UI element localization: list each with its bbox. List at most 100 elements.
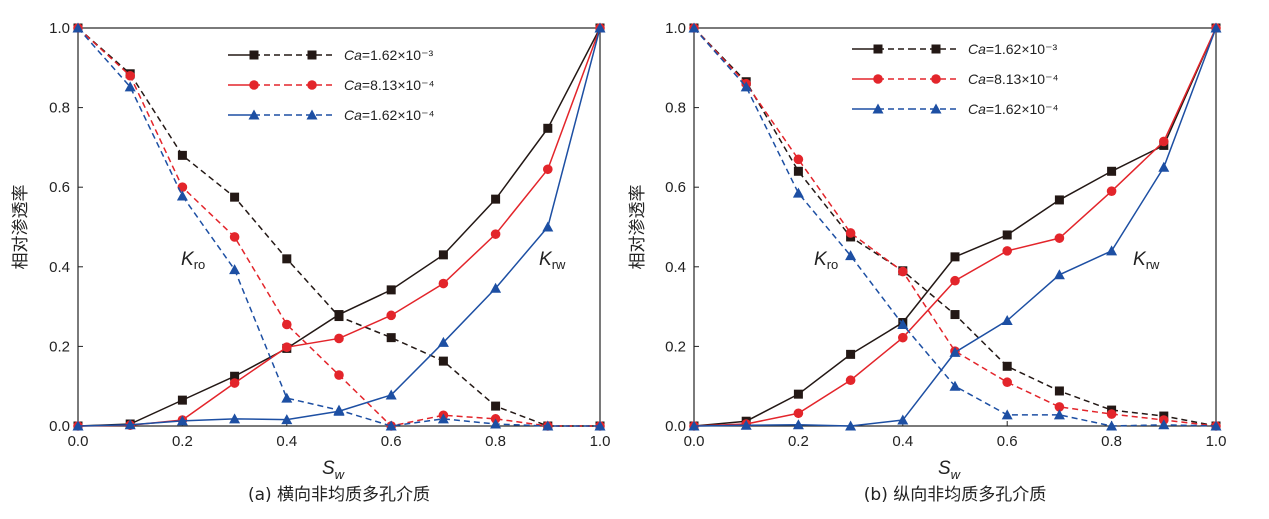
krw-line: [693, 27, 1217, 427]
kro-point: [177, 150, 187, 160]
kro-line: [77, 27, 600, 427]
kro-annotation: Kro: [814, 249, 838, 272]
krw-point: [846, 349, 856, 359]
legend-label: Ca=1.62×10⁻⁴: [344, 107, 434, 123]
krw-point: [385, 389, 397, 400]
kro-point: [1106, 420, 1118, 431]
series-triangle: [688, 22, 1222, 431]
y-tick-label: 1.0: [665, 20, 686, 37]
kro-point: [176, 190, 188, 201]
legend-ca: Ca: [968, 41, 986, 57]
legend-marker: [249, 50, 259, 60]
kro-point: [229, 232, 240, 242]
kro-point: [125, 70, 135, 81]
krw-point: [386, 310, 397, 321]
legend-ca: Ca: [968, 101, 986, 117]
panel-caption: (b) 纵向非均质多孔介质: [864, 485, 1046, 505]
krw-point: [1106, 186, 1117, 196]
krw-point: [438, 250, 448, 260]
legend-marker: [872, 103, 884, 114]
legend-label: Ca=1.62×10⁻³: [344, 47, 433, 63]
x-axis-label-main: S: [322, 458, 335, 479]
krw-point: [1158, 161, 1170, 172]
legend-label: Ca=8.13×10⁻⁴: [344, 77, 434, 93]
krw-annotation: Krw: [539, 249, 566, 272]
krw-point: [1002, 246, 1012, 256]
kro-point: [897, 319, 909, 330]
x-axis-label-main: S: [938, 458, 951, 479]
kro-point: [334, 370, 344, 380]
kro-point: [282, 254, 292, 264]
kro-point: [594, 420, 606, 431]
x-tick-label: 0.0: [684, 433, 705, 450]
krw-annotation-sub: rw: [552, 257, 566, 272]
legend-ca: Ca: [344, 47, 362, 63]
legend-marker: [873, 44, 883, 54]
series-circle: [73, 23, 605, 431]
x-axis-label: Sw: [322, 458, 346, 482]
krw-point: [230, 371, 240, 381]
kro-point: [793, 154, 804, 165]
y-tick-label: 0.4: [49, 259, 70, 276]
x-tick-label: 0.8: [485, 433, 506, 450]
y-tick-label: 0.2: [665, 338, 686, 355]
y-tick-label: 0.0: [49, 418, 70, 435]
kro-annotation-sub: ro: [827, 257, 839, 272]
y-tick-label: 0.4: [665, 259, 686, 276]
x-tick-label: 0.4: [892, 433, 913, 450]
legend-value: =1.62×10⁻³: [362, 47, 434, 63]
legend-marker: [931, 44, 941, 54]
krw-point: [845, 375, 856, 386]
chart-panel-b: 0.0 0.2 0.4 0.6 0.8 1.0 0.0 0.2 0.4 0.6 0.8 1.0 相对渗透…: [628, 20, 1226, 505]
kro-point: [793, 166, 803, 176]
kro-point: [1106, 409, 1117, 419]
kro-point: [792, 187, 804, 198]
legend-value: =8.13×10⁻⁴: [362, 77, 435, 93]
krw-point: [282, 342, 292, 352]
series-circle: [689, 23, 1221, 431]
krw-point: [1054, 195, 1064, 205]
krw-point: [229, 413, 241, 424]
kro-annotation-main: K: [181, 249, 195, 270]
y-tick-label: 0.8: [49, 100, 70, 117]
legend-value: =1.62×10⁻³: [986, 41, 1058, 57]
kro-point: [437, 413, 449, 424]
kro-point: [949, 380, 961, 391]
kro-point: [740, 81, 752, 92]
krw-point: [740, 419, 752, 430]
plot-frame: [693, 27, 1217, 427]
krw-point: [490, 229, 501, 239]
kro-point: [1053, 409, 1065, 420]
krw-point: [490, 282, 502, 293]
y-axis-label: 相对渗透率: [11, 185, 31, 270]
krw-point: [1107, 166, 1117, 176]
krw-point: [281, 414, 293, 425]
krw-annotation: Krw: [1133, 249, 1160, 272]
kro-annotation-sub: ro: [194, 257, 206, 272]
x-tick-label: 0.2: [788, 433, 809, 450]
legend-ca: Ca: [344, 77, 362, 93]
kro-point: [1210, 420, 1222, 431]
krw-point: [792, 419, 804, 430]
kro-point: [386, 333, 396, 343]
krw-annotation-main: K: [1133, 249, 1147, 270]
krw-point: [437, 336, 449, 347]
x-tick-label: 1.0: [590, 433, 611, 450]
krw-line: [77, 27, 601, 427]
krw-point: [1210, 22, 1222, 33]
krw-point: [334, 333, 344, 344]
krw-line: [77, 27, 601, 427]
kro-annotation-main: K: [814, 249, 828, 270]
kro-point: [438, 356, 448, 366]
krw-point: [845, 420, 857, 431]
krw-point: [1001, 315, 1013, 326]
kro-point: [282, 319, 292, 330]
krw-point: [176, 415, 188, 426]
krw-point: [949, 346, 961, 357]
kro-point: [334, 312, 344, 322]
y-tick-label: 0.2: [49, 338, 70, 355]
kro-point: [72, 22, 84, 33]
legend-value: =1.62×10⁻⁴: [986, 101, 1059, 117]
x-axis-label-sub: w: [951, 467, 962, 482]
